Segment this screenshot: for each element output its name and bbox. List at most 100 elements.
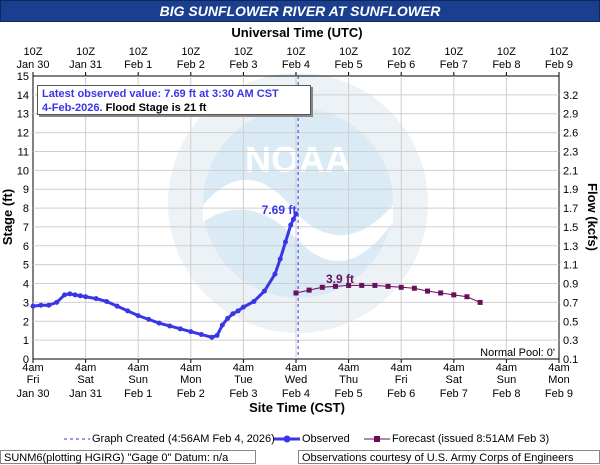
y-tick-label: 14 (17, 90, 29, 102)
x-tick-label: 4am (443, 362, 464, 374)
forecast-point (293, 290, 299, 296)
forecast-point (398, 284, 404, 290)
observed-point (277, 256, 283, 262)
observed-point (272, 271, 278, 277)
y-tick-label: 5 (23, 260, 29, 272)
observed-point (261, 288, 267, 294)
observed-point (198, 331, 204, 337)
x-tick-label: 4am (233, 362, 254, 374)
observed-point (230, 311, 236, 317)
top-tick-label: 10Z (287, 46, 306, 58)
x-tick-label: Feb 7 (440, 388, 468, 400)
top-tick-label: 10Z (550, 46, 569, 58)
gauge-datum: SUNM6(plotting HGIRG) "Gage 0" Datum: n/… (0, 450, 256, 464)
forecast-point (306, 287, 312, 293)
latest-value-box: Latest observed value: 7.69 ft at 3:30 A… (37, 85, 311, 115)
x-tick-label: Sat (77, 374, 94, 386)
x-tick-label: 4am (390, 362, 411, 374)
right-axis: 0.1 0.3 0.5 0.7 0.9 1.1 1.3 1.5 1.7 1.9 2.1 2.3 2.6 2… (563, 90, 578, 366)
y-tick-label: 10 (17, 165, 29, 177)
x-tick-label: Fri (27, 374, 40, 386)
top-tick-label: 10Z (129, 46, 148, 58)
y2-tick-label: 0.3 (563, 335, 578, 347)
observed-point (46, 302, 52, 308)
legend-created: Graph Created (4:56AM Feb 4, 2026) (92, 433, 275, 445)
y2-tick-label: 2.1 (563, 165, 578, 177)
latest-date: 4-Feb-2026. (42, 102, 103, 114)
observed-point (290, 216, 296, 222)
top-tick-label: 10Z (76, 46, 95, 58)
x-tick-label: 4am (22, 362, 43, 374)
y2-tick-label: 2.6 (563, 128, 578, 140)
observed-point (288, 222, 294, 228)
y-tick-label: 4 (23, 279, 29, 291)
top-tick-label: 10Z (181, 46, 200, 58)
observed-point (214, 332, 220, 338)
y-tick-label: 3 (23, 297, 29, 309)
x-tick-label: Thu (339, 374, 358, 386)
top-tick-label: Feb 4 (282, 59, 310, 71)
y2-tick-label: 0.1 (563, 354, 578, 366)
data-courtesy: Observations courtesy of U.S. Army Corps… (298, 450, 600, 464)
forecast-point (372, 282, 378, 288)
observed-point (235, 308, 241, 314)
observed-point (251, 298, 257, 304)
x-tick-label: Jan 30 (16, 388, 49, 400)
y2-tick-label: 3.2 (563, 90, 578, 102)
y-tick-label: 2 (23, 316, 29, 328)
top-tick-label: Feb 7 (440, 59, 468, 71)
top-tick-label: 10Z (497, 46, 516, 58)
observed-point (38, 302, 44, 308)
legend-observed: Observed (302, 433, 350, 445)
y2-tick-label: 2.3 (563, 146, 578, 158)
x-tick-label: Wed (285, 374, 307, 386)
x-tick-label: 4am (180, 362, 201, 374)
x-tick-label: Feb 1 (124, 388, 152, 400)
x-tick-label: Feb 5 (335, 388, 363, 400)
y2-tick-label: 0.9 (563, 279, 578, 291)
top-tick-label: Feb 3 (229, 59, 257, 71)
observed-last-label: 7.69 ft (262, 203, 297, 217)
y2-tick-label: 2.9 (563, 109, 578, 121)
forecast-point (332, 283, 338, 289)
forecast-point (359, 282, 365, 288)
forecast-point (451, 292, 457, 298)
flood-stage-text: Flood Stage is 21 ft (105, 102, 207, 114)
x-tick-label: Sun (497, 374, 517, 386)
forecast-point (464, 294, 470, 300)
observed-point (146, 316, 152, 322)
flood-stage-line: 4-Feb-2026. Flood Stage is 21 ft (42, 101, 306, 115)
observed-point (135, 313, 141, 319)
series-layer (30, 211, 483, 340)
forecast-peak-label: 3.9 ft (326, 272, 354, 286)
top-tick-label: 10Z (444, 46, 463, 58)
x-tick-label: Feb 2 (177, 388, 205, 400)
forecast-point (411, 285, 417, 291)
observed-point (125, 308, 131, 314)
observed-point (293, 211, 299, 217)
y2-tick-label: 1.5 (563, 222, 578, 234)
x-tick-label: 4am (496, 362, 517, 374)
chart-title: BIG SUNFLOWER RIVER AT SUNFLOWER (159, 3, 441, 19)
x-tick-label: Tue (234, 374, 253, 386)
observed-point (54, 299, 60, 305)
legend-forecast: Forecast (issued 8:51AM Feb 3) (392, 433, 550, 445)
observed-point (240, 304, 246, 310)
normal-pool-label: Normal Pool: 0' (480, 347, 555, 359)
top-tick-label: Feb 6 (387, 59, 415, 71)
forecast-point (477, 299, 483, 305)
observed-point (156, 320, 162, 326)
top-axis-title: Universal Time (UTC) (231, 25, 362, 40)
top-tick-label: Jan 30 (16, 59, 49, 71)
x-tick-label: Feb 6 (387, 388, 415, 400)
observed-point (167, 323, 173, 329)
observed-point (30, 303, 36, 309)
forecast-legend-icon (364, 436, 390, 442)
y2-tick-label: 1.7 (563, 203, 578, 215)
x-tick-label: Feb 8 (492, 388, 520, 400)
top-tick-label: 10Z (392, 46, 411, 58)
y-tick-label: 7 (23, 222, 29, 234)
forecast-point (425, 288, 430, 294)
